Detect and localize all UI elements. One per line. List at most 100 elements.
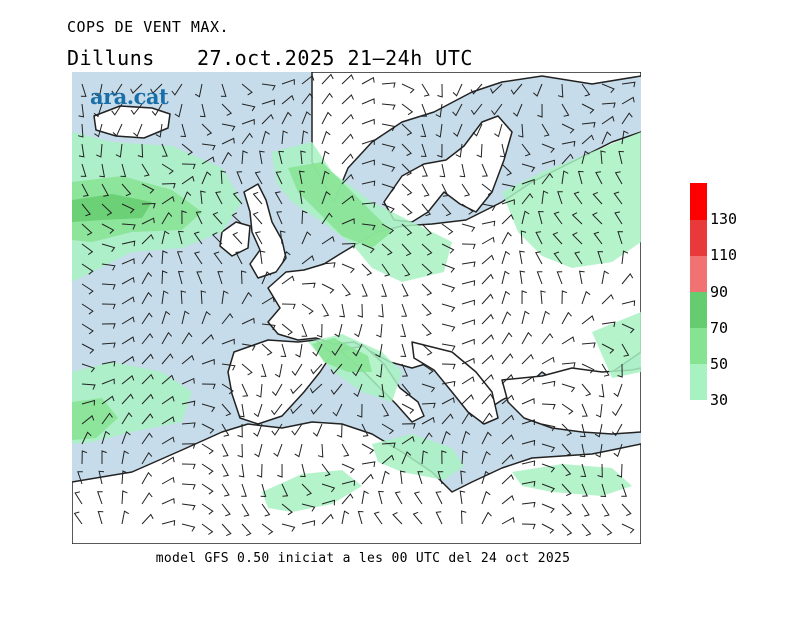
wind-barb bbox=[130, 83, 143, 95]
wind-barb bbox=[321, 235, 335, 245]
wind-barb bbox=[201, 123, 213, 136]
wind-barb bbox=[601, 363, 610, 377]
wind-barb bbox=[401, 423, 416, 429]
wind-barb bbox=[501, 270, 510, 285]
wind-zone bbox=[592, 312, 641, 378]
wind-barb bbox=[121, 276, 135, 285]
wind-barb bbox=[277, 463, 283, 478]
wind-barb bbox=[437, 143, 443, 158]
wind-barb bbox=[481, 490, 491, 505]
wind-barb bbox=[301, 130, 309, 145]
wind-barb bbox=[174, 103, 183, 118]
wind-barb bbox=[481, 334, 494, 345]
wind-barb bbox=[481, 412, 493, 425]
wind-barb bbox=[557, 191, 563, 205]
wind-barb bbox=[101, 203, 113, 216]
wind-barb bbox=[141, 217, 155, 225]
wind-barb bbox=[330, 383, 343, 395]
wind-barb bbox=[99, 163, 106, 178]
wind-barb bbox=[80, 83, 87, 97]
wind-barb bbox=[341, 218, 355, 225]
legend-label: 130 bbox=[710, 210, 738, 228]
wind-barb bbox=[580, 463, 587, 478]
wind-barb bbox=[78, 143, 85, 158]
wind-barb bbox=[221, 503, 231, 517]
wind-barb bbox=[181, 503, 196, 511]
wind-barb bbox=[381, 243, 393, 256]
wind-barb bbox=[141, 432, 153, 445]
wind-barb bbox=[141, 183, 155, 194]
wind-barb bbox=[341, 443, 350, 457]
wind-barb bbox=[441, 363, 456, 370]
wind-barb bbox=[161, 395, 175, 405]
wind-barb bbox=[281, 275, 295, 285]
wind-barb bbox=[241, 291, 253, 305]
wind-barb bbox=[221, 363, 236, 371]
wind-barb bbox=[270, 403, 283, 416]
wind-barb bbox=[290, 383, 303, 395]
wind-barb bbox=[141, 312, 153, 325]
wind-barb bbox=[201, 463, 214, 475]
wind-barb bbox=[481, 293, 494, 305]
wind-barb bbox=[561, 403, 574, 415]
wind-barb bbox=[501, 516, 515, 525]
wind-barb bbox=[101, 342, 116, 348]
wind-barb bbox=[280, 343, 287, 358]
wind-barb bbox=[341, 153, 354, 165]
wind-barb bbox=[461, 338, 475, 345]
wind-barb bbox=[81, 283, 94, 295]
wind-barb bbox=[401, 303, 408, 317]
wind-barb bbox=[521, 376, 535, 385]
wind-barb bbox=[101, 263, 116, 271]
wind-barb bbox=[301, 231, 312, 245]
wind-barb bbox=[541, 123, 550, 137]
wind-barb bbox=[441, 430, 451, 445]
wind-barb bbox=[141, 413, 154, 425]
wind-barb bbox=[421, 363, 434, 375]
wind-barb bbox=[600, 150, 606, 165]
wind-barb bbox=[561, 523, 573, 536]
wind-barb bbox=[501, 434, 515, 445]
wind-barb bbox=[259, 250, 266, 265]
wind-barb bbox=[481, 254, 495, 265]
wind-barb bbox=[317, 443, 324, 458]
wind-barb bbox=[321, 190, 331, 205]
wind-barb bbox=[593, 231, 603, 245]
wind-barb bbox=[455, 143, 463, 158]
wind-barb bbox=[437, 83, 443, 98]
wind-barb bbox=[452, 83, 463, 97]
wind-barb bbox=[520, 230, 527, 245]
wind-barb bbox=[581, 383, 592, 397]
wind-barb bbox=[279, 230, 286, 245]
wind-barb bbox=[141, 451, 153, 465]
wind-barb bbox=[291, 363, 303, 376]
wind-barb bbox=[561, 483, 572, 497]
wind-barb bbox=[241, 150, 248, 165]
wind-barb bbox=[581, 342, 596, 348]
wind-barb bbox=[521, 143, 531, 157]
wind-barb bbox=[141, 291, 153, 305]
wind-barb bbox=[621, 503, 632, 517]
wind-barb bbox=[261, 343, 273, 356]
wind-barb bbox=[461, 450, 468, 465]
wind-barb bbox=[361, 223, 376, 231]
wind-barb bbox=[421, 283, 433, 296]
wind-barb bbox=[540, 290, 546, 305]
wind-barb bbox=[201, 358, 215, 365]
wind-barb bbox=[600, 483, 607, 498]
wind-barb bbox=[281, 503, 293, 516]
wind-barb bbox=[181, 400, 196, 407]
wind-barb bbox=[441, 380, 456, 387]
wind-barb bbox=[121, 203, 135, 214]
wind-gust-map bbox=[72, 72, 641, 544]
wind-barb bbox=[501, 494, 515, 505]
wind-barb bbox=[401, 283, 409, 297]
wind-barb bbox=[213, 251, 223, 265]
wind-barb bbox=[339, 303, 346, 318]
wind-barb bbox=[312, 343, 323, 357]
wind-barb bbox=[220, 170, 227, 185]
wind-barb bbox=[361, 159, 375, 166]
wind-barb bbox=[561, 123, 575, 134]
wind-barb bbox=[252, 211, 263, 225]
wind-barb bbox=[541, 332, 554, 345]
